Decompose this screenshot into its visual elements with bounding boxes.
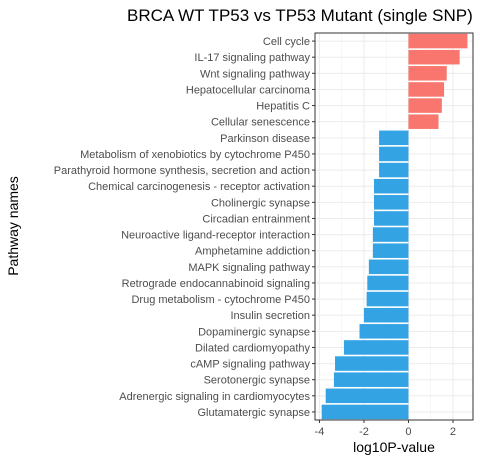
bars <box>321 33 468 420</box>
plot-panel <box>315 33 473 420</box>
x-axis-label: log10P-value <box>353 439 435 455</box>
bar <box>367 275 409 291</box>
bar <box>408 82 445 97</box>
x-axis-ticks: -4 -2 0 2 <box>315 420 456 438</box>
y-tick-label: Adrenergic signaling in cardiomyocytes <box>119 391 310 403</box>
y-tick-label: Parathyroid hormone synthesis, secretion… <box>54 165 310 177</box>
y-tick-label: Wnt signaling pathway <box>200 68 311 80</box>
x-tick-label: -4 <box>315 426 325 438</box>
bar <box>379 130 409 146</box>
bar <box>408 98 442 113</box>
y-tick-label: Cellular senescence <box>211 117 310 129</box>
y-tick-label: Amphetamine addiction <box>195 246 310 258</box>
bar <box>408 114 439 129</box>
y-tick-label: IL-17 signaling pathway <box>194 52 310 64</box>
bar <box>333 372 409 387</box>
y-tick-label: Drug metabolism - cytochrome P450 <box>131 294 310 306</box>
plot-border <box>314 32 474 421</box>
y-tick-label: cAMP signaling pathway <box>190 359 310 371</box>
y-tick-label: Glutamatergic synapse <box>198 407 311 419</box>
y-tick-label: Hepatocellular carcinoma <box>186 84 311 96</box>
y-tick-label: Cell cycle <box>263 36 310 48</box>
y-tick-label: Dopaminergic synapse <box>198 326 310 338</box>
bar <box>372 243 409 258</box>
bar <box>373 195 409 210</box>
y-tick-label: Insulin secretion <box>231 310 311 322</box>
y-axis-label: Pathway names <box>5 176 21 276</box>
y-tick-label: Dilated cardiomyopathy <box>195 342 310 354</box>
bar <box>408 66 447 81</box>
y-tick-label: Chemical carcinogenesis - receptor activ… <box>88 181 310 193</box>
bar <box>363 307 409 323</box>
bar <box>343 340 409 355</box>
y-tick-label: Cholinergic synapse <box>211 197 310 209</box>
x-tick-label: 2 <box>450 426 456 438</box>
bar <box>379 162 409 178</box>
y-tick-label: Metabolism of xenobiotics by cytochrome … <box>80 149 310 161</box>
bar <box>325 388 409 404</box>
y-tick-label: Retrograde endocannabinoid signaling <box>122 278 310 290</box>
y-axis-ticks: Cell cycle IL-17 signaling pathway Wnt sig… <box>54 36 315 419</box>
bar <box>321 404 409 420</box>
y-tick-label: Hepatitis C <box>256 101 310 113</box>
bar <box>335 356 409 371</box>
bar <box>373 211 409 226</box>
y-tick-label: Neuroactive ligand-receptor interaction <box>121 230 310 242</box>
x-tick-label: -2 <box>359 426 369 438</box>
bar <box>408 33 468 49</box>
chart-title: BRCA WT TP53 vs TP53 Mutant (single SNP) <box>127 6 473 25</box>
bar <box>368 259 409 275</box>
y-tick-label: Circadian entrainment <box>202 213 310 225</box>
y-tick-label: Serotonergic synapse <box>204 375 310 387</box>
x-tick-label: 0 <box>405 426 411 438</box>
bar <box>408 49 460 65</box>
bar <box>373 178 409 194</box>
bar <box>379 146 409 162</box>
bar <box>359 324 409 339</box>
bar <box>366 291 409 307</box>
y-tick-label: MAPK signaling pathway <box>188 262 310 274</box>
bar <box>372 227 409 242</box>
y-tick-label: Parkinson disease <box>220 133 310 145</box>
